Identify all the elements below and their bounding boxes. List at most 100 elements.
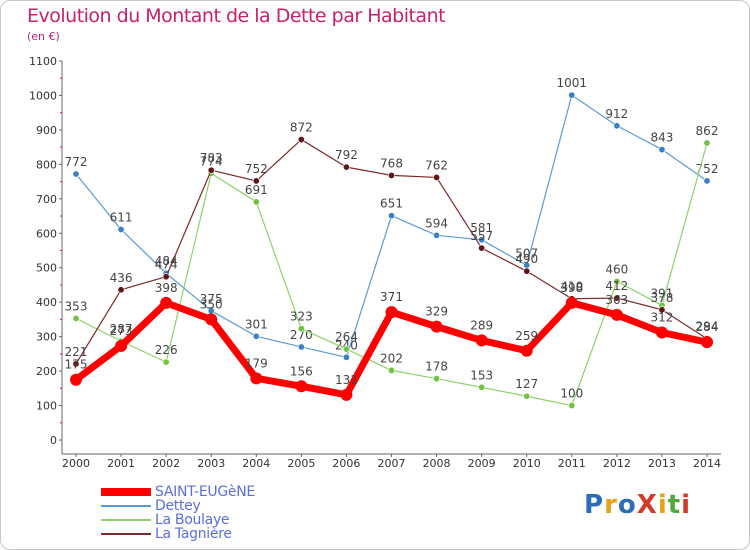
data-point-la-tagni-re	[252, 177, 260, 185]
data-label-la-tagni-re: 490	[515, 252, 538, 266]
data-label-dettey: 912	[605, 107, 628, 121]
data-label-dettey: 301	[245, 317, 268, 331]
data-label-la-tagni-re: 752	[245, 162, 268, 176]
data-label-saint-eug-ne: 273	[110, 324, 133, 338]
y-tick-label: 700	[36, 193, 57, 206]
legend-label: La Boulaye	[155, 512, 230, 528]
data-label-saint-eug-ne: 179	[245, 356, 268, 370]
data-point-saint-eug-ne	[340, 388, 353, 401]
data-point-la-tagni-re	[658, 306, 666, 314]
data-point-la-tagni-re	[72, 360, 80, 368]
logo-letter: i	[657, 490, 668, 520]
data-label-dettey: 581	[470, 221, 493, 235]
data-point-saint-eug-ne	[520, 344, 533, 357]
data-label-saint-eug-ne: 156	[290, 364, 313, 378]
data-point-la-boulaye	[523, 392, 531, 400]
data-label-saint-eug-ne: 350	[200, 297, 223, 311]
data-label-dettey: 594	[425, 216, 448, 230]
data-label-la-tagni-re: 557	[470, 229, 493, 243]
data-label-la-boulaye: 127	[515, 377, 538, 391]
data-point-la-boulaye	[433, 375, 441, 383]
data-point-la-tagni-re	[297, 136, 305, 144]
data-label-dettey: 507	[515, 246, 538, 260]
data-label-la-boulaye: 774	[200, 154, 223, 168]
y-tick-label: 500	[36, 262, 57, 275]
x-tick-label: 2008	[423, 457, 451, 470]
data-label-la-boulaye: 153	[470, 368, 493, 382]
data-label-saint-eug-ne: 371	[380, 290, 403, 304]
data-point-la-boulaye	[387, 366, 395, 374]
legend-label: SAINT-EUGèNE	[155, 484, 255, 500]
legend-label: La Tagnière	[155, 526, 232, 542]
data-label-la-tagni-re: 474	[155, 258, 178, 272]
data-point-dettey	[252, 332, 260, 340]
data-point-saint-eug-ne	[430, 320, 443, 333]
x-tick-label: 2006	[332, 457, 360, 470]
x-tick-label: 2002	[152, 457, 180, 470]
data-point-dettey	[433, 231, 441, 239]
data-label-la-tagni-re: 410	[560, 280, 583, 294]
legend-swatch	[101, 533, 151, 535]
data-label-dettey: 843	[650, 131, 673, 145]
y-tick-label: 1000	[29, 89, 57, 102]
logo-letter: o	[617, 490, 637, 520]
data-point-la-boulaye	[703, 139, 711, 147]
data-point-la-boulaye	[72, 314, 80, 322]
y-tick-label: 100	[36, 400, 57, 413]
data-label-saint-eug-ne: 289	[470, 318, 493, 332]
data-point-dettey	[703, 177, 711, 185]
y-tick-label: 800	[36, 158, 57, 171]
data-point-dettey	[478, 236, 486, 244]
data-point-la-tagni-re	[162, 273, 170, 281]
x-tick-label: 2012	[603, 457, 631, 470]
data-point-saint-eug-ne	[160, 296, 173, 309]
data-label-saint-eug-ne: 363	[605, 293, 628, 307]
data-label-dettey: 240	[335, 338, 358, 352]
data-label-la-boulaye: 323	[290, 310, 313, 324]
data-label-la-tagni-re: 768	[380, 156, 403, 170]
data-label-la-tagni-re: 378	[650, 291, 673, 305]
data-label-dettey: 1001	[557, 76, 588, 90]
data-point-dettey	[117, 225, 125, 233]
data-label-la-tagni-re: 762	[425, 158, 448, 172]
data-point-dettey	[387, 212, 395, 220]
data-label-saint-eug-ne: 398	[155, 281, 178, 295]
x-tick-label: 2004	[242, 457, 270, 470]
y-tick-label: 900	[36, 124, 57, 137]
data-label-dettey: 484	[155, 254, 178, 268]
logo-letter: i	[681, 490, 692, 520]
data-label-dettey: 651	[380, 197, 403, 211]
data-point-saint-eug-ne	[701, 336, 713, 349]
data-point-saint-eug-ne	[655, 326, 668, 339]
legend-swatch	[101, 488, 151, 496]
legend-label: Dettey	[155, 498, 201, 514]
data-label-la-tagni-re: 412	[605, 279, 628, 293]
y-tick-label: 200	[36, 365, 57, 378]
data-point-la-boulaye	[342, 345, 350, 353]
data-label-la-boulaye: 862	[696, 124, 719, 138]
data-point-la-tagni-re	[478, 244, 486, 252]
data-label-la-boulaye: 460	[605, 263, 628, 277]
data-point-la-tagni-re	[387, 171, 395, 179]
legend-swatch	[101, 519, 151, 521]
data-label-saint-eug-ne: 329	[425, 305, 448, 319]
x-tick-label: 2007	[378, 457, 406, 470]
data-point-la-boulaye	[478, 383, 486, 391]
data-point-dettey	[613, 122, 621, 130]
data-point-saint-eug-ne	[205, 313, 218, 326]
data-label-la-tagni-re: 792	[335, 148, 358, 162]
data-point-saint-eug-ne	[385, 306, 398, 319]
data-label-la-boulaye: 353	[65, 299, 88, 313]
logo-letter: P	[584, 490, 605, 520]
data-label-la-boulaye: 264	[335, 330, 358, 344]
data-label-la-tagni-re: 872	[290, 121, 313, 135]
y-tick-label: 400	[36, 296, 57, 309]
chart-title: Evolution du Montant de la Dette par Hab…	[27, 5, 446, 27]
data-point-dettey	[72, 170, 80, 178]
legend-swatch	[101, 505, 151, 507]
x-tick-label: 2009	[468, 457, 496, 470]
data-label-dettey: 772	[65, 155, 88, 169]
data-point-la-tagni-re	[523, 267, 531, 275]
